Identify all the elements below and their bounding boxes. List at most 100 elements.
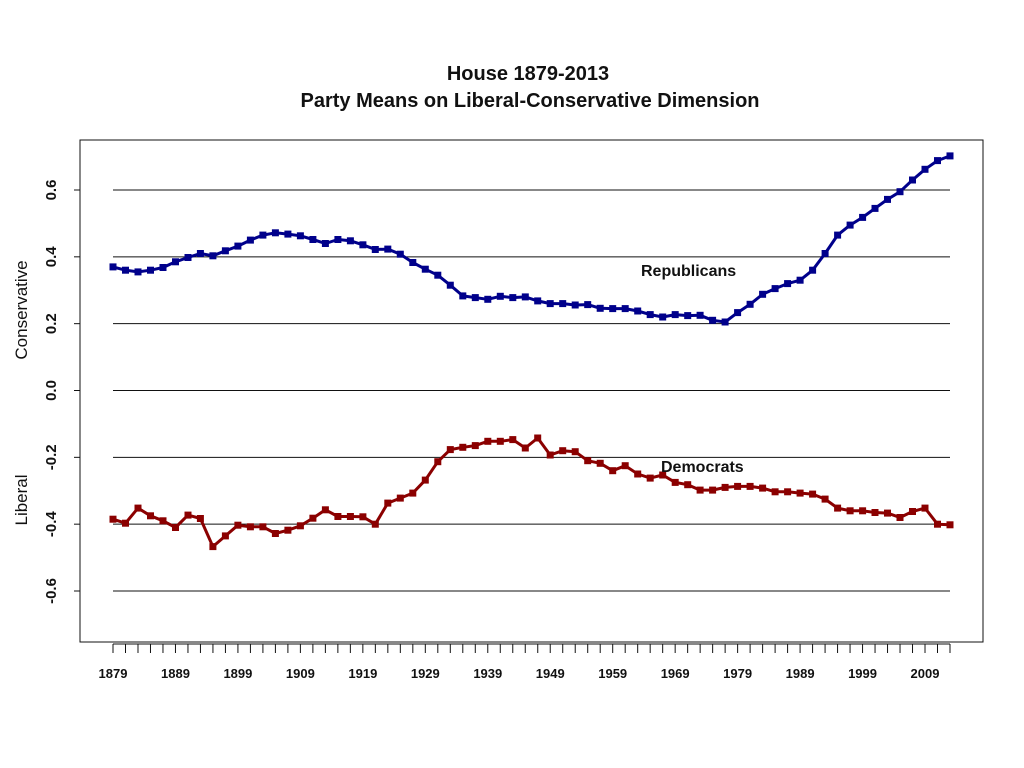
data-point	[609, 305, 617, 313]
data-point	[746, 300, 754, 308]
data-point	[859, 507, 867, 515]
data-point	[196, 515, 204, 522]
data-point	[871, 204, 879, 212]
data-point	[784, 488, 792, 496]
data-point	[734, 482, 742, 490]
x-tick-label: 1979	[723, 666, 752, 681]
data-point	[196, 250, 204, 257]
data-point	[109, 515, 117, 523]
data-point	[634, 307, 642, 315]
data-point	[509, 436, 517, 444]
x-tick-label: 1959	[598, 666, 627, 681]
data-point	[359, 513, 367, 521]
data-point	[621, 305, 629, 313]
data-point	[221, 247, 229, 255]
data-point	[446, 446, 454, 454]
data-point	[696, 311, 704, 319]
data-point	[271, 530, 279, 537]
data-point	[809, 266, 817, 274]
data-point	[659, 471, 667, 479]
data-point	[284, 230, 292, 238]
data-point	[921, 165, 929, 173]
data-point	[246, 236, 254, 244]
data-point	[859, 213, 867, 221]
data-point	[934, 520, 941, 528]
data-point	[796, 276, 804, 284]
data-point	[571, 301, 579, 309]
data-point	[834, 231, 842, 239]
data-point	[646, 311, 654, 319]
series-democrats	[109, 434, 954, 551]
data-point	[321, 240, 329, 247]
data-point	[409, 259, 417, 266]
data-point	[321, 506, 329, 514]
data-point	[284, 526, 292, 534]
data-point	[371, 520, 379, 528]
data-point	[421, 265, 429, 273]
data-point	[271, 229, 279, 237]
data-point	[309, 514, 317, 522]
data-point	[396, 250, 404, 258]
x-tick-label: 1879	[99, 666, 128, 681]
data-point	[234, 242, 242, 250]
data-point	[571, 448, 579, 456]
data-point	[159, 264, 167, 271]
data-point	[109, 263, 117, 271]
data-point	[421, 476, 429, 484]
data-point	[771, 285, 779, 293]
data-point	[821, 250, 829, 257]
data-point	[584, 301, 592, 309]
y-axis-label-conservative: Conservative	[12, 260, 31, 359]
data-point	[459, 443, 467, 451]
data-point	[172, 524, 179, 531]
y-tick-label: 0.4	[43, 246, 60, 268]
data-point	[796, 489, 804, 497]
data-point	[221, 532, 229, 540]
data-point	[246, 523, 254, 531]
data-point	[259, 231, 267, 239]
data-point	[534, 297, 542, 305]
data-point	[909, 176, 916, 184]
data-point	[884, 509, 891, 517]
data-point	[296, 232, 304, 240]
data-point	[846, 507, 854, 515]
data-point	[684, 481, 692, 489]
data-point	[259, 523, 267, 531]
y-tick-label: 0.6	[43, 180, 60, 201]
data-point	[521, 444, 529, 452]
data-point	[596, 304, 604, 312]
data-point	[821, 495, 829, 503]
data-point	[359, 241, 367, 249]
data-point	[396, 494, 404, 502]
data-point	[459, 292, 467, 300]
data-point	[134, 268, 142, 276]
data-point	[184, 254, 192, 261]
x-tick-label: 1889	[161, 666, 190, 681]
data-point	[559, 300, 567, 308]
data-point	[234, 521, 242, 529]
data-point	[484, 437, 492, 445]
data-point	[721, 483, 729, 491]
data-point	[471, 442, 479, 450]
data-point	[346, 237, 354, 245]
series-line-republicans	[112, 154, 951, 324]
y-tick-label: 0.0	[43, 380, 60, 401]
x-tick-label: 1919	[348, 666, 377, 681]
data-point	[122, 266, 129, 274]
data-point	[809, 490, 817, 498]
data-point	[559, 447, 567, 455]
data-point	[334, 513, 342, 520]
data-point	[496, 292, 504, 300]
data-point	[709, 316, 717, 324]
x-tick-label: 1909	[286, 666, 315, 681]
data-point	[546, 300, 554, 308]
series-line-democrats	[112, 436, 951, 549]
data-point	[159, 517, 167, 525]
data-point	[434, 458, 442, 466]
data-point	[784, 280, 792, 288]
data-point	[634, 470, 642, 478]
data-point	[621, 462, 629, 470]
x-tick-label: 1949	[536, 666, 565, 681]
data-point	[671, 478, 679, 486]
